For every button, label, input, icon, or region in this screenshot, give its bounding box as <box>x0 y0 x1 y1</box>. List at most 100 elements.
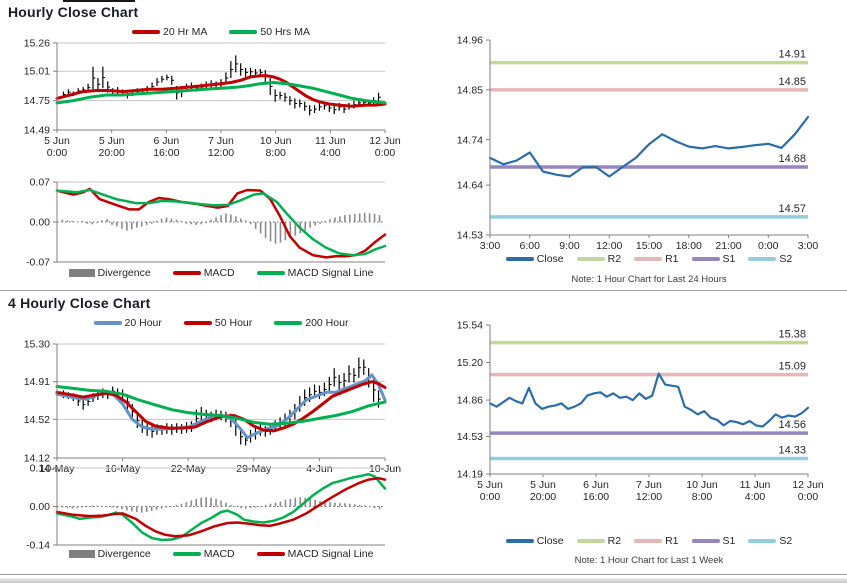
macd-label: MACD <box>203 548 235 560</box>
svg-text:11 Jun: 11 Jun <box>740 479 771 491</box>
week-pivot-legend-item-r2: R2 <box>576 535 622 547</box>
svg-text:15.54: 15.54 <box>457 320 483 332</box>
20-hour-label: 20 Hour <box>124 317 162 329</box>
hourly-price-legend-item-20-hr-ma: 20 Hr MA <box>132 26 207 38</box>
r2-swatch <box>576 539 605 543</box>
week-pivot-legend-item-close: Close <box>505 535 564 547</box>
divergence-swatch <box>68 269 95 277</box>
close-label: Close <box>536 535 564 547</box>
week-pivot-plot: 15.38 15.09 14.56 14.33 15.54 15.20 14.86 14.53… <box>457 320 824 504</box>
svg-text:14.33: 14.33 <box>778 445 806 457</box>
week-pivot-legend-item-s1: S1 <box>691 535 735 547</box>
svg-text:12:00: 12:00 <box>208 147 234 159</box>
r2-label: R2 <box>607 535 622 547</box>
svg-text:14.85: 14.85 <box>778 76 806 88</box>
svg-text:5 Jun: 5 Jun <box>99 135 125 147</box>
svg-text:16-May: 16-May <box>105 463 141 475</box>
week-pivot-note: Note: 1 Hour Chart for Last 1 Week <box>574 555 724 566</box>
svg-text:4:00: 4:00 <box>320 147 341 159</box>
svg-text:15.26: 15.26 <box>24 38 50 50</box>
close-label: Close <box>536 253 564 265</box>
hourly-price-legend: 20 Hr MA 50 Hrs MA <box>57 26 385 38</box>
svg-text:14.53: 14.53 <box>457 230 483 242</box>
hourly-macd-legend-item-divergence: Divergence <box>68 267 151 279</box>
macd-signal-line-swatch <box>256 552 285 556</box>
svg-text:7 Jun: 7 Jun <box>208 135 234 147</box>
macd-swatch <box>172 552 201 556</box>
hourly-pivot-legend-item-close: Close <box>505 253 564 265</box>
bottom-divider <box>0 574 847 575</box>
svg-text:14.53: 14.53 <box>457 431 483 443</box>
svg-text:3:00: 3:00 <box>798 240 819 252</box>
fourh-macd-legend-item-macd-signal-line: MACD Signal Line <box>256 548 373 560</box>
r2-label: R2 <box>607 253 622 265</box>
svg-text:20:00: 20:00 <box>530 491 556 503</box>
svg-text:4:00: 4:00 <box>745 491 766 503</box>
macd-label: MACD <box>203 267 235 279</box>
svg-text:15.20: 15.20 <box>457 357 483 369</box>
svg-text:16:00: 16:00 <box>583 491 609 503</box>
hourly-macd-legend-item-macd: MACD <box>172 267 235 279</box>
hourly-macd-plot: 0.07 0.00 -0.07 <box>26 177 387 269</box>
20-hr-ma-swatch <box>132 30 161 34</box>
svg-text:8:00: 8:00 <box>265 147 286 159</box>
50-hrs-ma-swatch <box>229 30 258 34</box>
divergence-label: Divergence <box>97 267 151 279</box>
svg-text:0.00: 0.00 <box>30 217 51 229</box>
four-hourly-price-legend: 20 Hour 50 Hour 200 Hour <box>57 317 385 329</box>
svg-text:14.57: 14.57 <box>778 203 806 215</box>
fourh-price-legend-item-200-hour: 200 Hour <box>274 317 348 329</box>
hourly-pivot-note: Note: 1 Hour Chart for Last 24 Hours <box>571 274 727 285</box>
s1-swatch <box>691 257 720 261</box>
svg-text:11 Jun: 11 Jun <box>315 135 346 147</box>
hourly-pivot-legend-item-r1: R1 <box>634 253 679 265</box>
r1-label: R1 <box>665 535 679 547</box>
svg-text:14.49: 14.49 <box>24 125 50 137</box>
svg-text:29-May: 29-May <box>236 463 272 475</box>
svg-text:3:00: 3:00 <box>480 240 501 252</box>
hourly-macd-legend-item-macd-signal-line: MACD Signal Line <box>256 267 373 279</box>
svg-text:5 Jun: 5 Jun <box>530 479 556 491</box>
four-hourly-macd-legend: Divergence MACD MACD Signal Line <box>57 548 385 560</box>
hourly-pivot-legend-item-s1: S1 <box>691 253 736 265</box>
svg-text:20:00: 20:00 <box>99 147 125 159</box>
20-hour-swatch <box>93 321 122 325</box>
close-swatch <box>505 257 534 261</box>
svg-text:21:00: 21:00 <box>715 240 741 252</box>
s2-label: S2 <box>779 535 793 547</box>
svg-text:10-Jun: 10-Jun <box>369 463 401 475</box>
svg-text:10 Jun: 10 Jun <box>686 479 718 491</box>
svg-text:22-May: 22-May <box>171 463 207 475</box>
svg-text:15.38: 15.38 <box>778 329 806 341</box>
svg-text:14.86: 14.86 <box>457 395 483 407</box>
50-hrs-ma-label: 50 Hrs MA <box>260 26 310 38</box>
svg-text:0.07: 0.07 <box>30 177 51 189</box>
fourh-macd-plot: 0.14 0.00 -0.14 <box>26 463 387 552</box>
svg-text:15.09: 15.09 <box>778 361 806 373</box>
svg-text:8:00: 8:00 <box>692 491 713 503</box>
svg-text:14.12: 14.12 <box>24 453 50 465</box>
screenshot-edge-artifact <box>63 0 135 2</box>
svg-text:5 Jun: 5 Jun <box>44 135 70 147</box>
svg-text:0:00: 0:00 <box>47 147 68 159</box>
macd-signal-line-swatch <box>256 271 285 275</box>
divergence-label: Divergence <box>97 548 151 560</box>
svg-text:15.01: 15.01 <box>24 66 50 78</box>
divergence-swatch <box>68 550 95 558</box>
fourh-price-legend-item-20-hour: 20 Hour <box>93 317 162 329</box>
fourh-macd-legend-item-divergence: Divergence <box>68 548 151 560</box>
s1-label: S1 <box>722 253 736 265</box>
fourh-macd-legend-item-macd: MACD <box>172 548 235 560</box>
svg-text:14.85: 14.85 <box>457 84 483 96</box>
four-hourly-section-title: 4 Hourly Close Chart <box>8 295 151 311</box>
svg-text:6:00: 6:00 <box>520 240 541 252</box>
hourly-pivot-plot: 14.91 14.85 14.68 14.57 14.96 14.85 14.74 14.64… <box>457 35 819 253</box>
svg-text:14.96: 14.96 <box>457 35 483 47</box>
hourly-pivot-legend-item-r2: R2 <box>576 253 622 265</box>
svg-text:0:00: 0:00 <box>758 240 779 252</box>
window-bottom-strip <box>0 578 847 583</box>
50-hour-swatch <box>183 321 212 325</box>
20-hr-ma-label: 20 Hr MA <box>163 26 208 38</box>
